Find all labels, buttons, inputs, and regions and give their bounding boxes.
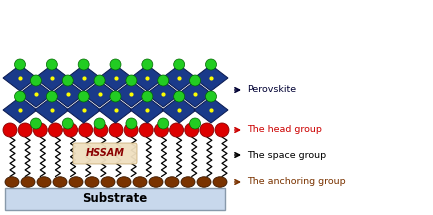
Circle shape xyxy=(110,59,121,70)
Polygon shape xyxy=(83,81,116,107)
Ellipse shape xyxy=(101,177,115,187)
Circle shape xyxy=(46,59,57,70)
Bar xyxy=(5,188,225,210)
Polygon shape xyxy=(130,65,165,91)
Polygon shape xyxy=(19,81,53,107)
Circle shape xyxy=(190,75,200,86)
Circle shape xyxy=(158,75,169,86)
Circle shape xyxy=(64,123,78,137)
Circle shape xyxy=(124,123,138,137)
Circle shape xyxy=(62,118,73,129)
Circle shape xyxy=(30,75,42,86)
Polygon shape xyxy=(194,65,228,91)
Circle shape xyxy=(3,123,17,137)
Circle shape xyxy=(79,123,93,137)
Circle shape xyxy=(185,123,199,137)
Ellipse shape xyxy=(213,177,227,187)
Circle shape xyxy=(46,91,57,102)
Circle shape xyxy=(206,91,216,102)
Circle shape xyxy=(94,75,105,86)
Polygon shape xyxy=(67,65,100,91)
Ellipse shape xyxy=(181,177,195,187)
Polygon shape xyxy=(67,97,100,123)
Circle shape xyxy=(78,91,89,102)
Polygon shape xyxy=(98,65,132,91)
Circle shape xyxy=(14,59,26,70)
Polygon shape xyxy=(51,81,85,107)
Circle shape xyxy=(126,118,137,129)
Polygon shape xyxy=(178,81,212,107)
Polygon shape xyxy=(130,97,165,123)
Circle shape xyxy=(110,91,121,102)
Ellipse shape xyxy=(21,177,35,187)
FancyBboxPatch shape xyxy=(73,143,137,164)
Ellipse shape xyxy=(53,177,67,187)
Circle shape xyxy=(18,123,32,137)
Text: Perovskite: Perovskite xyxy=(247,86,296,95)
Text: The anchoring group: The anchoring group xyxy=(247,178,346,186)
Ellipse shape xyxy=(5,177,19,187)
Text: The head group: The head group xyxy=(247,126,322,135)
Text: The space group: The space group xyxy=(247,150,326,160)
Circle shape xyxy=(94,123,108,137)
Polygon shape xyxy=(98,97,132,123)
Polygon shape xyxy=(35,97,69,123)
Polygon shape xyxy=(146,81,180,107)
Ellipse shape xyxy=(165,177,179,187)
Polygon shape xyxy=(3,97,37,123)
Ellipse shape xyxy=(133,177,147,187)
Circle shape xyxy=(109,123,123,137)
Polygon shape xyxy=(194,97,228,123)
Circle shape xyxy=(78,59,89,70)
Text: HSSAM: HSSAM xyxy=(85,149,125,158)
Circle shape xyxy=(142,59,153,70)
Circle shape xyxy=(94,118,105,129)
Circle shape xyxy=(190,118,200,129)
Circle shape xyxy=(200,123,214,137)
Polygon shape xyxy=(35,65,69,91)
Ellipse shape xyxy=(69,177,83,187)
Ellipse shape xyxy=(197,177,211,187)
Circle shape xyxy=(62,75,73,86)
Ellipse shape xyxy=(117,177,131,187)
Circle shape xyxy=(174,59,184,70)
Circle shape xyxy=(126,75,137,86)
Circle shape xyxy=(48,123,62,137)
Circle shape xyxy=(170,123,184,137)
Polygon shape xyxy=(114,81,149,107)
Ellipse shape xyxy=(85,177,99,187)
Circle shape xyxy=(30,118,42,129)
Circle shape xyxy=(14,91,26,102)
Ellipse shape xyxy=(149,177,163,187)
Polygon shape xyxy=(162,97,196,123)
Circle shape xyxy=(215,123,229,137)
Circle shape xyxy=(142,91,153,102)
Circle shape xyxy=(139,123,153,137)
Text: Substrate: Substrate xyxy=(82,192,148,206)
Ellipse shape xyxy=(37,177,51,187)
Polygon shape xyxy=(3,65,37,91)
Polygon shape xyxy=(162,65,196,91)
Circle shape xyxy=(155,123,168,137)
Circle shape xyxy=(158,118,169,129)
Circle shape xyxy=(33,123,47,137)
Circle shape xyxy=(174,91,184,102)
Circle shape xyxy=(206,59,216,70)
